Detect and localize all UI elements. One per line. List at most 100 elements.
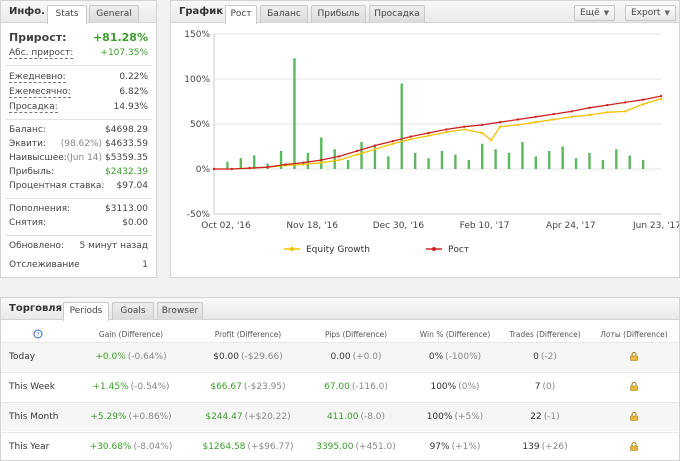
daily-bar — [494, 149, 497, 169]
pips-value: 67.00 — [324, 382, 350, 392]
equity-row: Эквити: (98.62%) $4633.59 — [9, 139, 148, 153]
header-profit: Profit (Difference) — [214, 330, 282, 339]
x-tick-label: Nov 18, '16 — [286, 221, 338, 231]
daily-label[interactable]: Ежедневно: — [9, 72, 66, 83]
trades-value: 7 — [534, 382, 541, 392]
daily-value: 0.22% — [119, 72, 148, 82]
tab-profit[interactable]: Прибыль — [311, 5, 366, 23]
equity-growth-point — [409, 138, 412, 141]
equity-percent: (98.62%) — [60, 139, 103, 149]
daily-bar — [320, 137, 323, 169]
daily-bar — [427, 158, 430, 169]
tab-browser[interactable]: Browser — [157, 302, 203, 320]
equity-growth-point — [302, 163, 305, 166]
growth-value: +81.28% — [92, 31, 148, 44]
daily-bar — [239, 158, 243, 169]
daily-row: Ежедневно: 0.22% — [9, 72, 148, 86]
y-tick-label: 100% — [184, 75, 210, 85]
tab-periods[interactable]: Periods — [63, 302, 109, 321]
tracking-row: Отслеживание 1 — [9, 260, 148, 274]
daily-bar — [387, 156, 390, 169]
equity-growth-point — [659, 97, 663, 101]
win-difference: (+1%) — [451, 442, 481, 452]
growth-point — [516, 118, 520, 121]
growth-point — [606, 103, 609, 107]
cell-win: 0% (-100%) — [405, 352, 505, 362]
growth-point — [463, 125, 466, 128]
daily-bar — [346, 160, 350, 169]
highest-date: (Jun 14) — [66, 153, 103, 163]
info-panel-header: Инфо. Stats General — [1, 1, 156, 24]
equity-growth-point — [373, 148, 377, 151]
daily-bar — [333, 149, 336, 169]
trades-difference: (-1) — [543, 412, 560, 422]
cell-pips: 3395.00 (+451.0) — [306, 442, 406, 452]
abs-growth-label[interactable]: Абс. прирост: — [9, 48, 74, 59]
divider — [5, 119, 152, 120]
legend-label: Рост — [448, 245, 469, 255]
win-value: 97% — [429, 442, 450, 452]
info-panel: Инфо. Stats General Прирост: +81.28% Абс… — [0, 0, 157, 278]
tab-drawdown[interactable]: Просадка — [369, 5, 425, 23]
growth-point — [445, 128, 448, 131]
tab-balance[interactable]: Баланс — [260, 5, 308, 23]
gain-difference: (+0.86%) — [128, 412, 172, 422]
daily-bar — [226, 161, 229, 169]
tab-stats[interactable]: Stats — [47, 5, 87, 24]
tab-general[interactable]: General — [89, 5, 139, 23]
cell-profit: $244.47 (+$20.22) — [198, 412, 298, 422]
growth-point — [302, 161, 305, 164]
equity-growth-point — [641, 103, 645, 106]
trading-panel-title: Торговля — [9, 303, 63, 314]
more-button[interactable]: Ещё ▼ — [574, 5, 616, 21]
daily-bar — [561, 146, 564, 169]
profit-difference: (-$23.95) — [243, 382, 286, 392]
equity-growth-point — [337, 158, 341, 162]
profit-value: $0.00 — [213, 352, 239, 362]
growth-point — [391, 139, 394, 143]
equity-growth-point — [498, 125, 502, 128]
daily-bar — [574, 158, 578, 169]
daily-bar — [360, 142, 363, 169]
daily-bar — [534, 156, 538, 169]
growth-point — [320, 158, 323, 162]
cell-win: 100% (+5%) — [405, 412, 505, 422]
daily-bar — [507, 152, 511, 169]
profit-row: Прибыль: $2432.39 — [9, 167, 148, 181]
monthly-label[interactable]: Ежемесячно: — [9, 87, 71, 98]
equity-value: $4633.59 — [105, 139, 148, 149]
x-tick-label: Jun 23, '17 — [632, 221, 679, 231]
equity-growth-point — [489, 139, 493, 142]
deposits-label: Пополнения: — [9, 204, 71, 214]
lock-icon — [630, 442, 638, 451]
info-circle-icon[interactable]: ? — [33, 329, 43, 339]
header-gain: Gain (Difference) — [98, 330, 164, 339]
growth-point — [212, 167, 216, 171]
daily-bar — [293, 58, 296, 169]
table-row: This Month +5.29% (+0.86%) $244.47 (+$20.22)… — [1, 402, 679, 431]
equity-growth-point — [463, 128, 466, 131]
highest-value-wrap: (Jun 14) $5359.35 — [67, 153, 148, 163]
header-win: Win % (Difference) — [419, 330, 491, 339]
export-button[interactable]: Export ▼ — [625, 5, 676, 21]
gain-value: +30.68% — [89, 442, 132, 452]
row-label: This Year — [9, 442, 50, 452]
updated-label: Обновлено: — [9, 241, 65, 251]
growth-line — [214, 95, 662, 170]
profit-label: Прибыль: — [9, 167, 55, 177]
drawdown-label[interactable]: Просадка: — [9, 102, 58, 113]
y-tick-label: 150% — [184, 30, 210, 40]
equity-growth-point — [355, 153, 359, 156]
divider — [5, 65, 152, 66]
monthly-value: 6.82% — [119, 87, 148, 97]
x-tick-label: Apr 24, '17 — [546, 221, 596, 231]
growth-point — [659, 94, 663, 98]
cell-trades: 7 (0) — [495, 382, 595, 392]
equity-growth-point — [320, 161, 323, 164]
daily-bar — [413, 152, 417, 169]
equity-value-wrap: (98.62%) $4633.59 — [61, 139, 148, 149]
trades-difference: (+26) — [541, 442, 568, 452]
info-panel-title: Инфо. — [9, 6, 45, 17]
tab-growth[interactable]: Рост — [225, 5, 257, 24]
tab-goals[interactable]: Goals — [112, 302, 154, 320]
